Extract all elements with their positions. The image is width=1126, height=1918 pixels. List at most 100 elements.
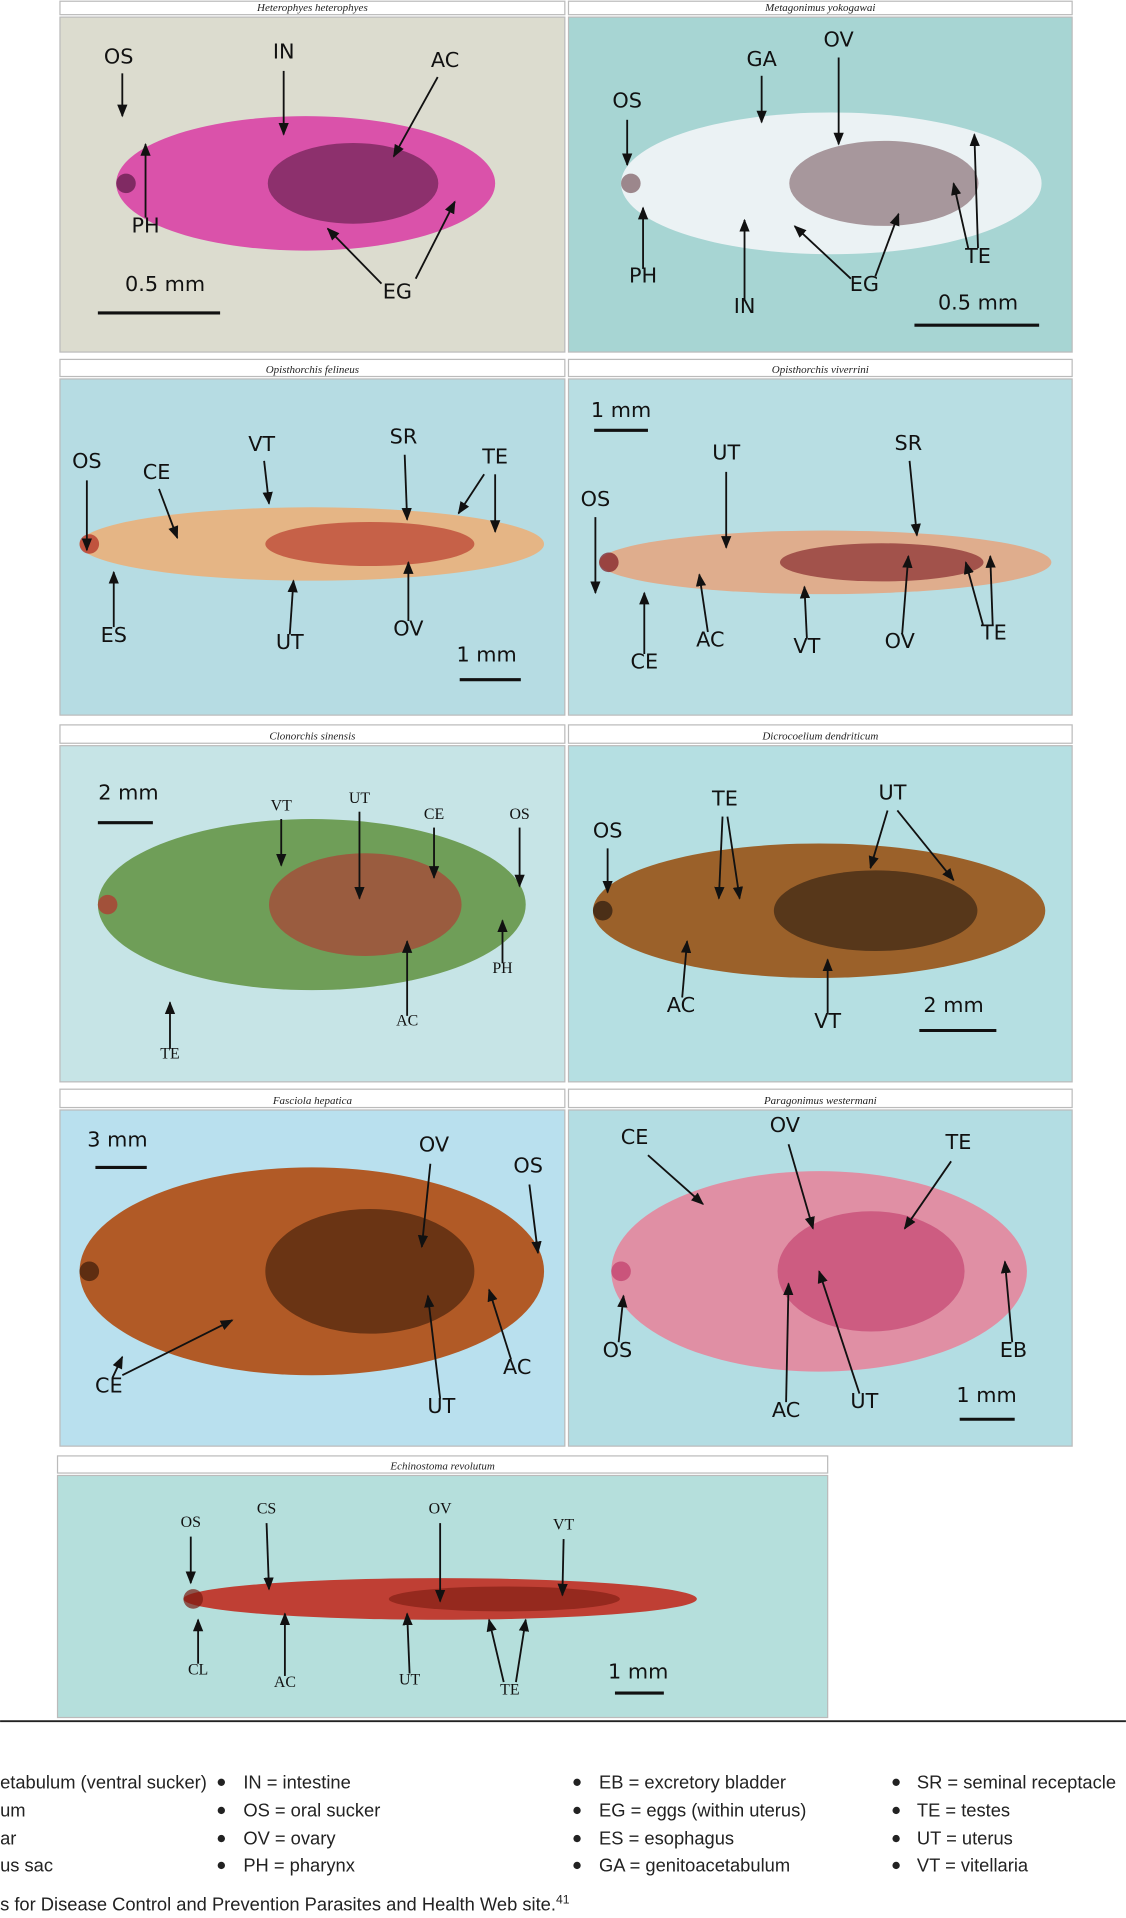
pointer-arrow xyxy=(726,816,744,900)
panel-title: Opisthorchis felineus xyxy=(266,364,359,376)
structure-label: OV xyxy=(770,1113,801,1137)
pointer-arrow xyxy=(896,809,955,882)
structure-label: GA xyxy=(746,47,777,71)
pointer-arrow xyxy=(647,1154,704,1205)
specimen-organs xyxy=(773,870,978,952)
pointer-arrow xyxy=(414,200,456,280)
pointer-arrow xyxy=(401,454,412,521)
bullet xyxy=(573,1806,581,1815)
oral-sucker xyxy=(79,534,100,554)
legend-item: SR = seminal receptacle xyxy=(917,1771,1116,1792)
pointer-arrow xyxy=(557,1539,568,1597)
structure-label: VT xyxy=(271,797,292,814)
pointer-arrow xyxy=(515,1618,529,1683)
structure-label: OS xyxy=(603,1338,633,1362)
panel-title: Opisthorchis viverrini xyxy=(772,364,869,376)
scale-label: 1 mm xyxy=(456,642,516,666)
pointer-arrow xyxy=(951,182,970,249)
bullet xyxy=(892,1834,900,1843)
pointer-arrow xyxy=(903,1160,952,1230)
legend-item: EB = excretory bladder xyxy=(599,1771,786,1792)
legend-item: ar xyxy=(0,1828,16,1849)
pointer-arrow xyxy=(799,585,811,639)
structure-label: AC xyxy=(431,48,459,72)
scale-label: 2 mm xyxy=(98,780,158,804)
pointer-arrow xyxy=(617,1294,628,1343)
pointer-arrow xyxy=(158,488,179,540)
structure-label: OV xyxy=(824,27,855,51)
structure-label: TE xyxy=(964,244,991,268)
structure-label: EG xyxy=(383,279,412,303)
structure-label: AC xyxy=(396,1013,418,1030)
specimen-organs xyxy=(267,143,439,224)
pointer-arrow xyxy=(424,1294,442,1399)
bullet xyxy=(573,1861,581,1870)
structure-label: CS xyxy=(257,1500,276,1517)
bullet xyxy=(217,1861,225,1870)
panel-title: Paragonimus westermani xyxy=(763,1095,877,1107)
bullet xyxy=(892,1806,900,1815)
scale-label: 1 mm xyxy=(956,1383,1016,1407)
oral-sucker xyxy=(611,1261,631,1282)
pointer-arrow xyxy=(901,554,913,634)
structure-label: CE xyxy=(630,650,658,674)
bullet xyxy=(217,1778,225,1786)
legend-item: us sac xyxy=(0,1855,53,1876)
bullet xyxy=(892,1778,900,1786)
panel-title: Metagonimus yokogawai xyxy=(764,2,875,14)
panel-title-bar xyxy=(567,724,1073,744)
specimen-organs xyxy=(388,1586,620,1612)
oral-sucker xyxy=(183,1589,203,1609)
pointer-arrow xyxy=(783,1282,794,1403)
bullet xyxy=(573,1778,581,1786)
legend-item: GA = genitoacetabulum xyxy=(599,1855,790,1876)
structure-label: VT xyxy=(553,1516,574,1533)
legend-item: OV = ovary xyxy=(243,1828,336,1849)
pointer-arrow xyxy=(287,579,298,635)
pointer-arrow xyxy=(528,1184,542,1255)
specimen-organs xyxy=(269,853,462,956)
structure-label: AC xyxy=(667,993,695,1017)
structure-label: OS xyxy=(612,89,642,113)
oral-sucker xyxy=(79,1261,100,1282)
structure-label: OS xyxy=(509,806,529,823)
legend-item: VT = vitellaria xyxy=(917,1855,1029,1876)
legend-item: um xyxy=(0,1800,25,1821)
pointer-arrow xyxy=(402,1612,413,1674)
structure-label: OV xyxy=(419,1133,450,1157)
structure-label: OV xyxy=(429,1500,452,1517)
panel-title-bar xyxy=(567,1088,1073,1109)
structure-label: AC xyxy=(772,1398,800,1422)
panel-title-bar xyxy=(59,724,566,744)
panel-title: Heterophyes heterophyes xyxy=(256,2,368,14)
panel-title-bar xyxy=(59,1088,566,1109)
structure-label: OS xyxy=(72,449,102,473)
specimen-organs xyxy=(265,521,475,566)
scale-label: 3 mm xyxy=(87,1128,147,1152)
pointer-arrow xyxy=(111,1355,124,1379)
structure-label: UT xyxy=(427,1394,455,1418)
structure-label: UT xyxy=(850,1389,878,1413)
panel-title-bar xyxy=(56,1455,829,1474)
panel-title-bar xyxy=(59,0,566,16)
pointer-arrow xyxy=(874,212,900,277)
pointer-arrow xyxy=(793,225,852,280)
oral-sucker xyxy=(97,894,118,915)
structure-label: CE xyxy=(621,1125,649,1149)
structure-label: UT xyxy=(399,1672,420,1689)
pointer-arrow xyxy=(457,473,485,515)
structure-label: OS xyxy=(581,487,611,511)
pointer-arrow xyxy=(326,227,383,285)
oral-sucker xyxy=(592,900,613,921)
pointer-arrow xyxy=(817,1270,861,1394)
legend-item: PH = pharynx xyxy=(243,1855,355,1876)
legend-item: UT = uterus xyxy=(917,1828,1013,1849)
structure-label: EB xyxy=(1000,1338,1027,1362)
pointer-arrow xyxy=(868,810,889,870)
legend-item: ES = esophagus xyxy=(599,1828,734,1849)
structure-label: CE xyxy=(95,1373,123,1397)
pointer-arrow xyxy=(714,816,725,900)
legend-item: OS = oral sucker xyxy=(243,1800,380,1821)
structure-label: PH xyxy=(492,960,512,977)
